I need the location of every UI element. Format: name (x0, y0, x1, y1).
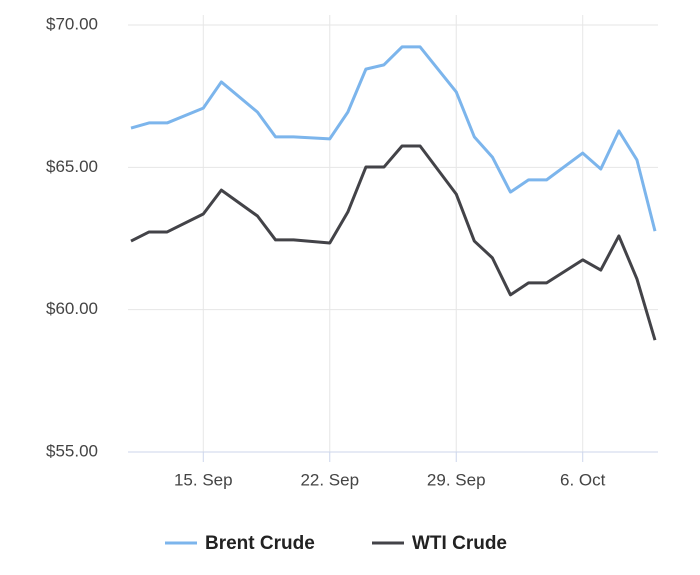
legend-label: WTI Crude (412, 533, 507, 554)
x-tick-label: 15. Sep (174, 470, 233, 489)
y-tick-label: $70.00 (46, 14, 98, 33)
y-tick-label: $65.00 (46, 157, 98, 176)
legend-label: Brent Crude (205, 533, 315, 554)
x-tick-label: 6. Oct (560, 470, 606, 489)
y-tick-label: $55.00 (46, 441, 98, 460)
x-tick-label: 22. Sep (300, 470, 359, 489)
series-line (130, 45, 657, 232)
legend: Brent Crude WTI Crude (165, 533, 507, 554)
y-tick-label: $60.00 (46, 299, 98, 318)
x-tick-label: 29. Sep (427, 470, 486, 489)
series-line (130, 144, 657, 341)
